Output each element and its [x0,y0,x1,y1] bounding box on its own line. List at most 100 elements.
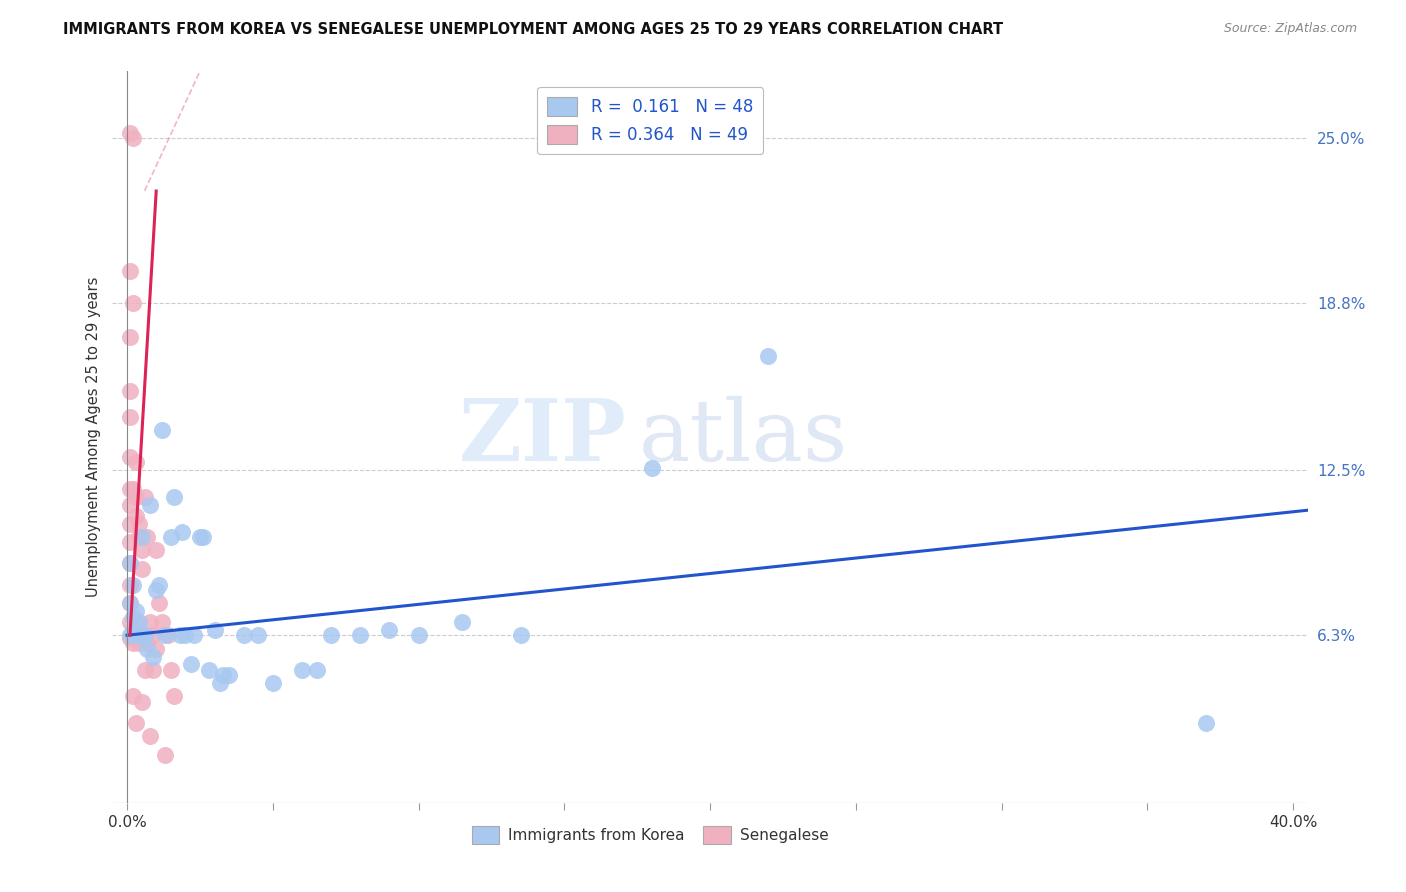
Point [188,530,211,544]
Point [319,628,342,642]
Point [145,582,167,597]
Point [159,530,181,544]
Point [122,623,145,637]
Point [142,628,165,642]
Point [128,615,150,629]
Point [131,530,153,544]
Point [125,508,148,523]
Point [1194,716,1216,731]
Point [122,482,145,496]
Point [136,530,159,544]
Point [118,535,141,549]
Point [125,628,148,642]
Point [262,676,284,690]
Point [122,623,145,637]
Point [131,543,153,558]
Point [128,636,150,650]
Point [509,628,531,642]
Point [125,490,148,504]
Point [204,623,226,637]
Point [291,663,314,677]
Point [122,295,145,310]
Text: ZIP: ZIP [458,395,627,479]
Point [183,628,205,642]
Point [247,628,270,642]
Point [134,490,156,504]
Point [134,663,156,677]
Point [118,498,141,512]
Point [156,628,179,642]
Point [212,668,235,682]
Point [125,716,148,731]
Point [122,577,145,591]
Point [232,628,254,642]
Point [118,410,141,425]
Point [118,264,141,278]
Point [197,663,219,677]
Point [128,628,150,642]
Point [150,424,173,438]
Point [125,615,148,629]
Point [122,131,145,145]
Point [180,657,202,672]
Point [378,623,401,637]
Point [148,596,170,610]
Point [118,577,141,591]
Point [131,628,153,642]
Point [159,663,181,677]
Point [408,628,430,642]
Point [118,482,141,496]
Point [139,729,162,743]
Point [118,628,141,642]
Point [128,530,150,544]
Text: Source: ZipAtlas.com: Source: ZipAtlas.com [1223,22,1357,36]
Point [118,330,141,344]
Point [145,641,167,656]
Point [148,577,170,591]
Point [142,649,165,664]
Point [136,641,159,656]
Y-axis label: Unemployment Among Ages 25 to 29 years: Unemployment Among Ages 25 to 29 years [86,277,101,598]
Point [349,628,371,642]
Point [118,516,141,531]
Point [451,615,474,629]
Point [756,349,779,363]
Point [118,596,141,610]
Point [134,628,156,642]
Point [118,450,141,464]
Point [118,384,141,398]
Point [172,524,194,539]
Point [118,615,141,629]
Point [209,676,232,690]
Point [136,636,159,650]
Point [191,530,214,544]
Point [131,562,153,576]
Text: IMMIGRANTS FROM KOREA VS SENEGALESE UNEMPLOYMENT AMONG AGES 25 TO 29 YEARS CORRE: IMMIGRANTS FROM KOREA VS SENEGALESE UNEM… [63,22,1004,37]
Point [122,690,145,704]
Point [145,543,167,558]
Point [169,628,191,642]
Point [139,615,162,629]
Point [118,557,141,571]
Point [641,460,664,475]
Point [131,695,153,709]
Point [125,455,148,469]
Point [118,126,141,140]
Text: atlas: atlas [638,395,848,479]
Point [118,557,141,571]
Point [118,596,141,610]
Legend: Immigrants from Korea, Senegalese: Immigrants from Korea, Senegalese [465,820,835,850]
Point [128,516,150,531]
Point [150,615,173,629]
Point [174,628,197,642]
Point [305,663,328,677]
Point [153,628,176,642]
Point [122,628,145,642]
Point [125,604,148,618]
Point [142,663,165,677]
Point [139,498,162,512]
Point [163,690,186,704]
Point [153,747,176,762]
Point [118,631,141,645]
Point [122,609,145,624]
